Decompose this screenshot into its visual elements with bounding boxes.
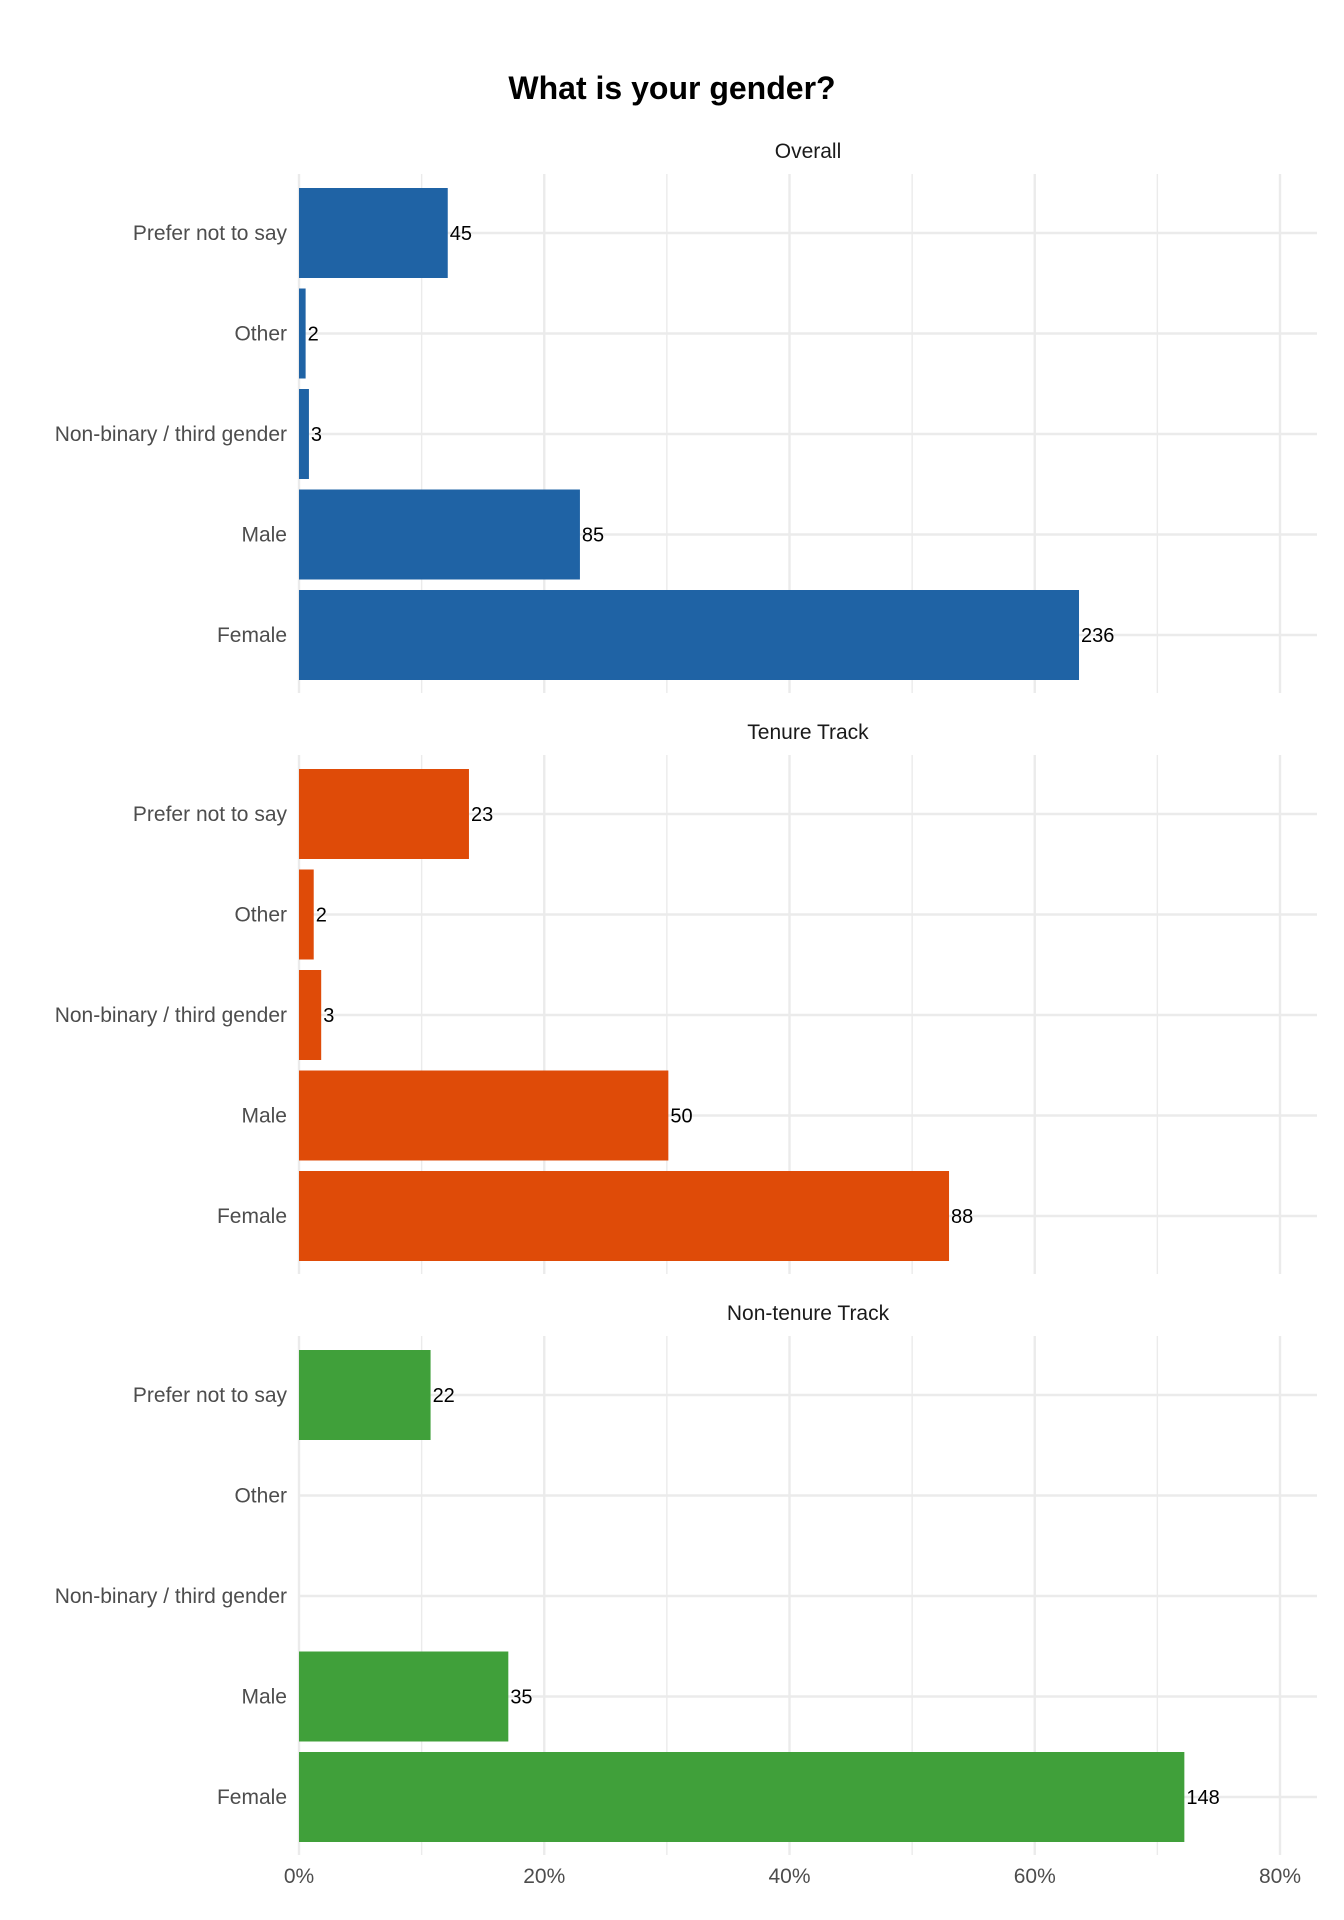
category-label: Prefer not to say [133,1384,288,1407]
bar [299,590,1080,680]
bar [299,389,309,479]
category-label: Non-binary / third gender [55,1004,287,1027]
data-label: 35 [510,1687,532,1709]
x-tick-label: 0% [284,1865,314,1888]
category-label: Female [217,624,287,647]
data-label: 3 [323,1005,334,1027]
category-label: Other [234,1485,287,1508]
x-tick-label: 60% [1014,1865,1056,1888]
data-label: 88 [951,1206,973,1228]
category-label: Male [241,1105,287,1128]
bar [299,769,469,859]
x-tick-label: 20% [523,1865,565,1888]
data-label: 85 [582,525,604,547]
x-tick-label: 40% [768,1865,810,1888]
data-label: 45 [450,223,472,245]
data-label: 2 [316,905,327,927]
bar [299,188,448,278]
bar [299,970,322,1060]
bar [299,1350,431,1440]
panel-title: Non-tenure Track [727,1302,890,1325]
bar [299,1171,950,1261]
bar [299,869,314,960]
bar [299,1651,509,1742]
data-label: 50 [670,1106,692,1128]
category-label: Non-binary / third gender [55,1585,287,1608]
panel-title: Tenure Track [747,721,869,744]
data-label: 22 [433,1385,455,1407]
data-label: 23 [471,804,493,826]
category-label: Prefer not to say [133,803,288,826]
bar [299,1752,1185,1842]
chart-title: What is your gender? [508,70,836,106]
data-label: 2 [308,324,319,346]
category-label: Non-binary / third gender [55,423,287,446]
category-label: Female [217,1786,287,1809]
bar [299,489,580,580]
category-label: Other [234,904,287,927]
panel-title: Overall [775,140,842,163]
x-tick-label: 80% [1259,1865,1301,1888]
category-label: Female [217,1205,287,1228]
data-label: 3 [311,424,322,446]
bar [299,288,306,379]
category-label: Prefer not to say [133,222,288,245]
data-label: 148 [1186,1787,1219,1809]
category-label: Male [241,524,287,547]
bar [299,1070,669,1161]
category-label: Male [241,1686,287,1709]
category-label: Other [234,323,287,346]
data-label: 236 [1081,625,1114,647]
